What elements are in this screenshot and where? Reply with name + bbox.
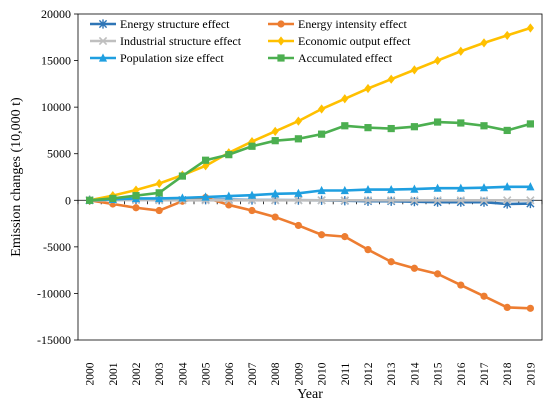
data-point — [504, 304, 511, 311]
data-point — [248, 207, 255, 214]
x-tick-label: 2005 — [201, 362, 213, 385]
legend-item: Industrial structure effect — [90, 34, 242, 48]
data-point — [318, 104, 325, 113]
legend-label: Energy intensity effect — [298, 17, 408, 31]
data-point — [277, 36, 284, 45]
x-tick-label: 2004 — [177, 362, 189, 385]
data-point — [156, 189, 163, 196]
legend-label: Economic output effect — [298, 34, 411, 48]
data-point — [480, 122, 487, 129]
legend-label: Industrial structure effect — [120, 34, 242, 48]
legend-item: Energy structure effect — [90, 17, 230, 31]
x-tick-label: 2014 — [409, 362, 421, 385]
x-tick-label: 2009 — [293, 362, 305, 385]
data-point — [272, 137, 279, 144]
y-tick-label: 20000 — [41, 7, 71, 21]
legend-item: Economic output effect — [268, 34, 411, 48]
x-tick-label: 2006 — [224, 362, 236, 385]
data-point — [341, 94, 348, 103]
data-point — [277, 20, 284, 27]
y-tick-label: 10000 — [41, 100, 71, 114]
x-tick-label: 2015 — [433, 362, 445, 385]
data-point — [480, 293, 487, 300]
data-point — [411, 65, 418, 74]
data-point — [457, 281, 464, 288]
data-point — [272, 127, 279, 136]
data-point — [248, 143, 255, 150]
data-point — [457, 119, 464, 126]
data-point — [480, 38, 487, 47]
data-point — [318, 131, 325, 138]
series-lines — [86, 23, 535, 312]
legend: Energy structure effect Energy intensity … — [90, 17, 411, 65]
y-tick-label: -5000 — [43, 240, 71, 254]
data-point — [434, 118, 441, 125]
data-point — [272, 213, 279, 220]
x-tick-label: 2007 — [247, 362, 259, 385]
y-tick-label: -10000 — [37, 286, 71, 300]
legend-label: Accumulated effect — [298, 51, 393, 65]
legend-item: Population size effect — [90, 51, 224, 65]
data-point — [179, 172, 186, 179]
data-point — [364, 124, 371, 131]
x-tick-label: 2011 — [340, 362, 352, 385]
data-point — [527, 120, 534, 127]
x-tick-label: 2012 — [363, 362, 375, 385]
data-point — [132, 204, 139, 211]
data-point — [341, 233, 348, 240]
y-tick-label: 0 — [65, 193, 71, 207]
data-point — [364, 84, 371, 93]
series-energy-intensity-effect — [86, 194, 534, 312]
data-point — [388, 75, 395, 84]
data-point — [86, 197, 93, 204]
data-point — [434, 56, 441, 65]
data-point — [318, 231, 325, 238]
y-tick-label: -15000 — [37, 333, 71, 347]
series-line — [90, 197, 531, 308]
x-tick-label: 2000 — [85, 362, 97, 385]
data-point — [411, 265, 418, 272]
data-point — [202, 157, 209, 164]
data-point — [295, 135, 302, 142]
data-point — [295, 117, 302, 126]
x-tick-label: 2013 — [386, 362, 398, 385]
y-tick-label: 5000 — [47, 147, 71, 161]
data-point — [364, 246, 371, 253]
data-point — [156, 179, 163, 188]
data-point — [527, 305, 534, 312]
data-point — [156, 207, 163, 214]
y-axis-label: Emission changes (10,000 t) — [9, 97, 24, 257]
legend-label: Population size effect — [120, 51, 224, 65]
x-tick-label: 2008 — [270, 362, 282, 385]
data-point — [277, 54, 284, 61]
x-tick-label: 2017 — [479, 362, 491, 385]
data-point — [411, 123, 418, 130]
legend-item: Energy intensity effect — [268, 17, 408, 31]
x-tick-label: 2016 — [456, 362, 468, 385]
data-point — [225, 151, 232, 158]
data-point — [341, 122, 348, 129]
data-point — [457, 47, 464, 56]
data-point — [295, 222, 302, 229]
x-tick-label: 2018 — [502, 362, 514, 385]
data-point — [434, 270, 441, 277]
data-point — [109, 195, 116, 202]
data-point — [504, 127, 511, 134]
data-point — [388, 258, 395, 265]
x-tick-label: 2001 — [108, 362, 120, 385]
y-tick-label: 15000 — [41, 54, 71, 68]
data-point — [504, 31, 511, 40]
x-tick-label: 2010 — [317, 362, 329, 385]
x-axis-label: Year — [297, 387, 323, 402]
x-tick-label: 2002 — [131, 362, 143, 385]
data-point — [132, 192, 139, 199]
x-tick-label: 2019 — [525, 362, 537, 385]
data-point — [388, 125, 395, 132]
data-point — [527, 23, 534, 32]
x-tick-label: 2003 — [154, 362, 166, 385]
legend-item: Accumulated effect — [268, 51, 393, 65]
legend-label: Energy structure effect — [120, 17, 230, 31]
